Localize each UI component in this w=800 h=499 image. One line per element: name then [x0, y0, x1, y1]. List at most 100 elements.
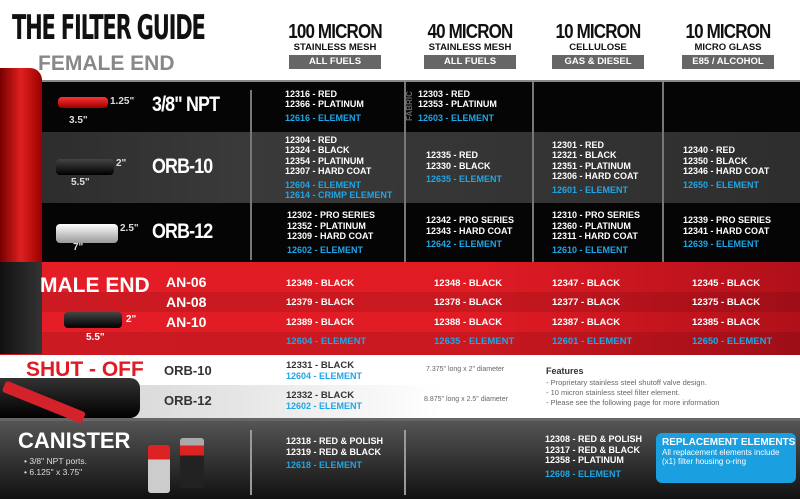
- filter-material: CELLULOSE: [569, 42, 627, 53]
- callout-text: All replacement elements include (x1) fi…: [662, 448, 780, 466]
- male-fitting-image: [0, 262, 42, 354]
- page-title: THE FILTER GUIDE: [12, 8, 206, 48]
- element-part-number: 12650 - ELEMENT: [683, 179, 760, 190]
- part-number: 12354 - PLATINUM: [285, 155, 364, 166]
- element-part-number: 12616 - ELEMENT: [285, 112, 362, 123]
- part-cell: 12335 - RED 12330 - BLACK 12635 - ELEMENT: [426, 132, 502, 203]
- part-number: 12339 - PRO SERIES: [683, 215, 772, 226]
- row-orb10: [0, 132, 800, 203]
- part-cell: 12303 - RED 12353 - PLATINUM 12603 - ELEME…: [418, 80, 497, 132]
- column-divider: [404, 430, 406, 495]
- male-end-heading: MALE END: [40, 274, 150, 297]
- filter-material: STAINLESS MESH: [293, 42, 377, 53]
- column-divider: [404, 82, 406, 262]
- element-part-number: 12601 - ELEMENT: [552, 184, 629, 195]
- part-number: 12308 - RED & POLISH: [545, 434, 643, 444]
- element-part-number: 12608 - ELEMENT: [545, 468, 622, 479]
- filter-image: [56, 158, 114, 175]
- element-part-number: 12603 - ELEMENT: [418, 112, 495, 123]
- part-number: 12321 - BLACK: [552, 150, 617, 161]
- part-number: 12360 - PLATINUM: [552, 220, 631, 231]
- height-dimension: 2": [116, 157, 127, 169]
- part-cell: 12316 - RED 12366 - PLATINUM 12616 - ELEME…: [285, 80, 364, 132]
- element-part-number: 12604 - ELEMENT: [285, 179, 362, 190]
- row-orb12: [0, 203, 800, 262]
- micron-rating: 100 MICRON: [288, 21, 382, 43]
- part-number: 12331 - BLACK: [286, 359, 355, 371]
- fuel-type-badge: E85 / ALCOHOL: [682, 55, 774, 69]
- column-divider: [662, 82, 664, 262]
- part-number: 12346 - HARD COAT: [683, 166, 770, 176]
- canister-black-image: [180, 438, 204, 488]
- element-part-number: 12610 - ELEMENT: [552, 244, 629, 255]
- part-number: 12343 - HARD COAT: [426, 225, 513, 236]
- fuel-type-badge: ALL FUELS: [424, 55, 516, 69]
- part-cell: 12302 - PRO SERIES 12352 - PLATINUM 12309 …: [287, 203, 375, 262]
- part-number: 12309 - HARD COAT: [287, 231, 374, 241]
- filter-material: MICRO GLASS: [694, 42, 762, 53]
- part-number: 12385 - BLACK: [692, 317, 761, 328]
- element-part-number: 12635 - ELEMENT: [426, 174, 503, 185]
- part-number: 12389 - BLACK: [286, 317, 355, 328]
- features-list: - Proprietary stainless steel shutoff va…: [546, 378, 719, 408]
- connection-label: ORB-12: [164, 393, 212, 408]
- canister-cell-100: 12318 - RED & POLISH 12319 - RED & BLACK…: [286, 436, 383, 471]
- micron-rating: 10 MICRON: [685, 21, 772, 43]
- column-header: 40 MICRON STAINLESS MESH ALL FUELS: [405, 22, 535, 69]
- element-part-number: 12602 - ELEMENT: [287, 244, 364, 255]
- filter-image: [64, 312, 122, 328]
- connection-label: ORB-10: [164, 363, 212, 378]
- callout-title: REPLACEMENT ELEMENTS: [662, 437, 796, 448]
- fuel-type-badge: ALL FUELS: [289, 55, 381, 69]
- divider: [0, 80, 800, 82]
- part-number: 12330 - BLACK: [426, 160, 491, 171]
- part-number: 12301 - RED: [552, 139, 605, 150]
- part-number: 12351 - PLATINUM: [552, 160, 631, 171]
- spec-item: • 3/8" NPT ports.: [24, 456, 87, 466]
- micron-rating: 40 MICRON: [427, 21, 514, 43]
- part-number: 12335 - RED: [426, 150, 479, 161]
- male-row-band: [0, 332, 800, 355]
- part-number: 12348 - BLACK: [434, 278, 503, 289]
- element-part-number: 12614 - CRIMP ELEMENT: [285, 190, 393, 200]
- length-dimension: 5.5": [86, 332, 105, 343]
- part-number: 12311 - HARD COAT: [552, 231, 638, 241]
- divider: [0, 418, 800, 421]
- connection-label: AN-06: [166, 274, 207, 290]
- part-cell: 12331 - BLACK 12604 - ELEMENT: [286, 358, 362, 384]
- connection-label: AN-10: [166, 314, 207, 330]
- element-part-number: 12639 - ELEMENT: [683, 239, 760, 250]
- female-end-heading: FEMALE END: [38, 52, 175, 75]
- part-number: 12378 - BLACK: [434, 297, 503, 308]
- part-number: 12303 - RED: [418, 88, 471, 99]
- replacement-elements-callout: REPLACEMENT ELEMENTS All replacement ele…: [656, 433, 796, 483]
- part-cell: 12339 - PRO SERIES 12341 - HARD COAT 12639…: [683, 203, 771, 262]
- feature-item: - Proprietary stainless steel shutoff va…: [546, 378, 707, 387]
- part-number: 12340 - RED: [683, 145, 736, 155]
- length-dimension: 3.5": [69, 115, 88, 126]
- height-dimension: 1.25": [110, 96, 135, 107]
- part-number: 12350 - BLACK: [683, 155, 748, 166]
- micron-rating: 10 MICRON: [555, 21, 642, 43]
- part-number: 12332 - BLACK: [286, 389, 355, 401]
- male-end-section: [0, 262, 800, 355]
- shutoff-heading: SHUT - OFF: [26, 358, 144, 381]
- filter-material: STAINLESS MESH: [428, 42, 512, 53]
- filter-image: [58, 97, 108, 108]
- canister-specs: • 3/8" NPT ports. • 6.125" x 3.75": [24, 456, 87, 478]
- feature-item: - 10 micron stainless steel filter eleme…: [546, 388, 680, 397]
- dimensions-text: 7.375" long x 2" diameter: [426, 366, 505, 373]
- element-part-number: 12604 - ELEMENT: [286, 336, 367, 347]
- length-dimension: 7": [73, 241, 84, 253]
- fuel-type-badge: GAS & DIESEL: [552, 55, 644, 69]
- filter-image: [56, 223, 118, 243]
- part-number: 12377 - BLACK: [552, 297, 621, 308]
- row-npt: [0, 80, 800, 132]
- part-cell: 12301 - RED 12321 - BLACK 12351 - PLATINUM…: [552, 132, 638, 203]
- height-dimension: 2": [126, 314, 137, 325]
- element-part-number: 12604 - ELEMENT: [286, 371, 363, 381]
- part-number: 12304 - RED: [285, 134, 338, 145]
- features-title: Features: [546, 366, 584, 376]
- feature-item: - Please see the following page for more…: [546, 398, 720, 407]
- part-number: 12352 - PLATINUM: [287, 220, 366, 231]
